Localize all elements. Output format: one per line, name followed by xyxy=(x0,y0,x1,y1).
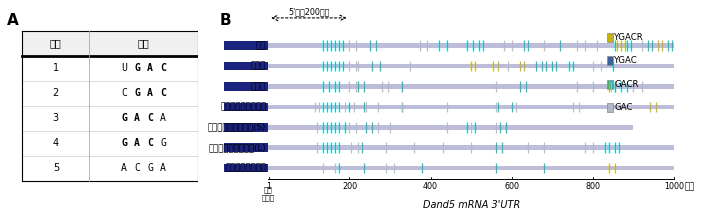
Text: ウサギ: ウサギ xyxy=(251,82,266,91)
Text: G: G xyxy=(134,63,140,73)
Bar xyxy=(269,166,674,170)
Text: 塩基: 塩基 xyxy=(684,182,695,191)
Text: アフリカツメガエル(S): アフリカツメガエル(S) xyxy=(208,123,266,132)
Text: 順位: 順位 xyxy=(50,38,62,48)
Text: 1: 1 xyxy=(53,63,59,73)
Text: 3: 3 xyxy=(53,113,59,123)
Bar xyxy=(224,82,269,91)
Text: C: C xyxy=(147,138,153,148)
Text: 600: 600 xyxy=(504,182,519,191)
Bar xyxy=(269,84,674,89)
Bar xyxy=(224,123,269,131)
Text: G: G xyxy=(121,138,127,148)
Text: YGACR: YGACR xyxy=(614,33,644,42)
Text: A: A xyxy=(121,164,127,174)
Text: G: G xyxy=(147,164,153,174)
Text: 400: 400 xyxy=(423,182,438,191)
Text: 1000: 1000 xyxy=(664,182,684,191)
Text: アフリカツメガエル(L): アフリカツメガエル(L) xyxy=(209,143,266,152)
Text: C: C xyxy=(160,88,166,98)
Bar xyxy=(224,62,269,70)
Text: U: U xyxy=(121,63,127,73)
Bar xyxy=(269,105,674,109)
Bar xyxy=(224,102,269,111)
Text: ゼブラフィッシュ: ゼブラフィッシュ xyxy=(225,164,266,173)
Text: 終止
コドン: 終止 コドン xyxy=(262,187,275,201)
Text: 1: 1 xyxy=(266,182,271,191)
Text: C: C xyxy=(134,164,140,174)
Text: GACR: GACR xyxy=(614,80,639,89)
Text: 配列: 配列 xyxy=(138,38,150,48)
Bar xyxy=(269,125,634,129)
Text: B: B xyxy=(220,13,231,28)
Text: A: A xyxy=(147,88,153,98)
Bar xyxy=(269,43,674,48)
Text: A: A xyxy=(147,63,153,73)
Bar xyxy=(269,145,674,150)
Bar xyxy=(224,41,269,50)
Text: ヒト: ヒト xyxy=(256,41,266,50)
Text: G: G xyxy=(121,113,127,123)
Bar xyxy=(607,80,613,89)
Text: A: A xyxy=(134,113,140,123)
Text: 800: 800 xyxy=(585,182,600,191)
Text: 5: 5 xyxy=(53,164,59,174)
Bar xyxy=(224,164,269,172)
Text: マウス: マウス xyxy=(251,61,266,70)
Text: 200: 200 xyxy=(342,182,357,191)
Bar xyxy=(224,143,269,152)
Text: 2: 2 xyxy=(53,88,59,98)
FancyBboxPatch shape xyxy=(22,31,198,56)
Text: 5'から200塩基: 5'から200塩基 xyxy=(288,7,330,16)
Bar xyxy=(607,33,613,42)
Text: A: A xyxy=(160,113,166,123)
Text: GAC: GAC xyxy=(614,103,633,112)
Text: C: C xyxy=(147,113,153,123)
Text: C: C xyxy=(160,63,166,73)
Text: Dand5 mRNA 3'UTR: Dand5 mRNA 3'UTR xyxy=(423,200,520,210)
Bar xyxy=(607,56,613,65)
Text: A: A xyxy=(7,13,19,27)
Bar xyxy=(607,103,613,112)
Text: ネッタイツメガエル: ネッタイツメガエル xyxy=(220,102,266,111)
Text: G: G xyxy=(160,138,166,148)
Text: C: C xyxy=(121,88,127,98)
Text: A: A xyxy=(160,164,166,174)
Bar xyxy=(269,64,674,68)
Text: 4: 4 xyxy=(53,138,59,148)
Text: YGAC: YGAC xyxy=(614,56,638,65)
Text: A: A xyxy=(134,138,140,148)
Text: G: G xyxy=(134,88,140,98)
